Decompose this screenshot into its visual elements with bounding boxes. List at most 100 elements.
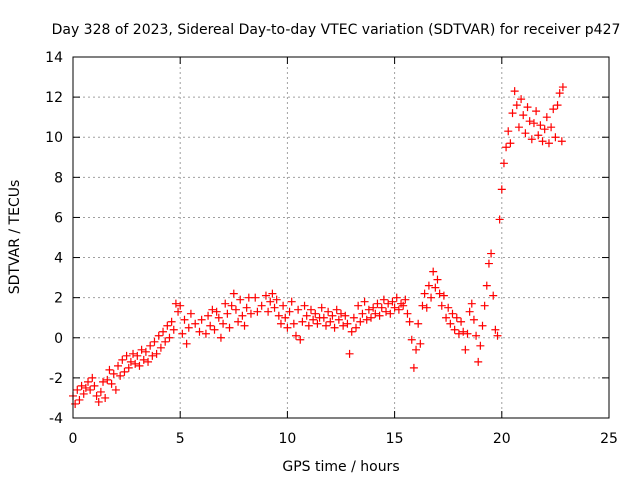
data-point [450, 325, 459, 334]
y-axis-title: SDTVAR / TECUs [7, 180, 23, 295]
data-point [553, 101, 562, 110]
data-point [184, 323, 193, 332]
data-point [171, 299, 180, 308]
data-point [99, 377, 108, 386]
data-point [118, 355, 127, 364]
data-point [186, 309, 195, 318]
data-point [356, 317, 365, 326]
data-point [283, 323, 292, 332]
data-point [517, 95, 526, 104]
data-point [90, 381, 99, 390]
data-point [135, 361, 144, 370]
plot-frame [72, 56, 610, 419]
data-point [105, 365, 114, 374]
data-point [221, 299, 230, 308]
data-point [126, 357, 135, 366]
data-point [334, 315, 343, 324]
data-point [347, 327, 356, 336]
data-point [159, 327, 168, 336]
data-point [195, 327, 204, 336]
data-point [279, 301, 288, 310]
data-point [467, 299, 476, 308]
y-tick-label: 14 [45, 50, 63, 66]
y-tick-label: 10 [45, 130, 63, 146]
data-point [364, 305, 373, 314]
data-point [229, 289, 238, 298]
data-point [551, 133, 560, 142]
data-point [416, 339, 425, 348]
data-point [399, 301, 408, 310]
data-point [536, 121, 545, 130]
data-point [321, 321, 330, 330]
data-point [124, 363, 133, 372]
y-tick-label: 8 [54, 170, 63, 186]
data-point [261, 291, 270, 300]
data-point [246, 309, 255, 318]
data-point [225, 323, 234, 332]
data-point [300, 301, 309, 310]
data-point [459, 327, 468, 336]
x-tick-label: 15 [386, 431, 404, 447]
data-point [77, 381, 86, 390]
data-point [499, 159, 508, 168]
data-point [206, 321, 215, 330]
data-point [88, 373, 97, 382]
data-point [484, 259, 493, 268]
data-point [201, 329, 210, 338]
x-tick-label: 0 [69, 431, 78, 447]
data-point [433, 275, 442, 284]
data-point [487, 249, 496, 258]
data-point [489, 291, 498, 300]
data-point [497, 185, 506, 194]
data-point [558, 83, 567, 92]
data-point [79, 389, 88, 398]
data-point [437, 301, 446, 310]
data-point [527, 135, 536, 144]
data-point [111, 385, 120, 394]
data-point [116, 371, 125, 380]
data-point [296, 335, 305, 344]
data-point [86, 385, 95, 394]
data-point [276, 319, 285, 328]
data-point [420, 289, 429, 298]
data-point [405, 317, 414, 326]
data-point [101, 393, 110, 402]
data-point [557, 137, 566, 146]
data-point [178, 329, 187, 338]
data-point [139, 355, 148, 364]
x-tick-label: 20 [493, 431, 511, 447]
data-point [354, 301, 363, 310]
data-point [343, 319, 352, 328]
data-point [253, 307, 262, 316]
data-point [148, 351, 157, 360]
x-tick-label: 5 [176, 431, 185, 447]
y-tick-labels: -4 -2 0 2 4 6 8 10 12 14 [45, 50, 63, 427]
chart-title: Day 328 of 2023, Sidereal Day-to-day VTE… [52, 22, 621, 38]
data-point [401, 295, 410, 304]
data-point [388, 297, 397, 306]
data-point [75, 395, 84, 404]
data-point [397, 299, 406, 308]
data-point [92, 391, 101, 400]
data-point [435, 289, 444, 298]
data-point [371, 309, 380, 318]
data-point [508, 109, 517, 118]
data-point [216, 333, 225, 342]
data-point [407, 335, 416, 344]
data-point [429, 267, 438, 276]
data-point [141, 347, 150, 356]
data-point [96, 387, 105, 396]
data-point [174, 307, 183, 316]
x-tick-label: 25 [600, 431, 618, 447]
data-point [362, 315, 371, 324]
data-point [379, 295, 388, 304]
data-point [272, 295, 281, 304]
data-point [144, 357, 153, 366]
data-point [257, 301, 266, 310]
data-point [534, 131, 543, 140]
data-point [120, 367, 129, 376]
data-point [114, 361, 123, 370]
data-point [510, 87, 519, 96]
data-point [444, 303, 453, 312]
data-point [337, 309, 345, 318]
